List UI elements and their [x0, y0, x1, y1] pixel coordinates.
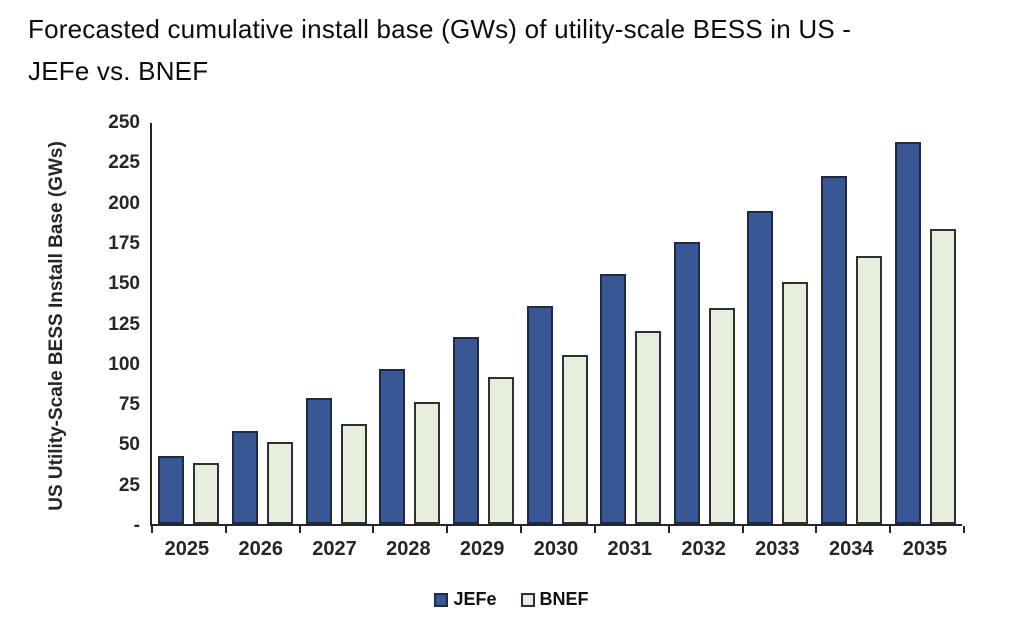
y-axis-tick-labels: - 25 50 75 100 125 150 175 200 225 250: [0, 112, 140, 536]
bar-jefe-2028: [379, 369, 406, 524]
legend-entry-bnef: BNEF: [520, 589, 589, 610]
legend-label-jefe: JEFe: [453, 589, 497, 609]
bar-jefe-2031: [600, 274, 627, 524]
bar-jefe-2026: [231, 430, 258, 524]
bar-jefe-2035: [894, 141, 921, 524]
x-label-2031: 2031: [607, 538, 653, 560]
bar-group-2030: [520, 123, 594, 524]
legend-swatch-jefe-icon: [434, 592, 449, 607]
x-axis-tick: [593, 526, 596, 533]
y-tick-label-175: 175: [108, 232, 140, 254]
x-label-2026: 2026: [238, 538, 283, 560]
bar-bnef-2025: [193, 462, 220, 524]
bar-group-2033: [741, 123, 815, 524]
y-tick-label-25: 25: [118, 474, 140, 496]
legend-label-bnef: BNEF: [539, 589, 589, 609]
x-axis-tick: [741, 526, 744, 533]
bar-jefe-2032: [673, 241, 700, 524]
x-label-2035: 2035: [902, 538, 948, 560]
chart-title-line-1: Forecasted cumulative install base (GWs)…: [28, 14, 852, 44]
bar-group-2025: [152, 123, 226, 524]
chart-title-line-2: JEFe vs. BNEF: [28, 56, 209, 87]
bar-group-2028: [373, 123, 447, 524]
x-axis-tick: [667, 526, 670, 533]
x-axis-tick: [151, 526, 153, 533]
y-tick-label-250: 250: [108, 112, 140, 133]
chart-title: Forecasted cumulative install base (GWs)…: [28, 8, 978, 92]
bar-group-2027: [299, 123, 373, 524]
x-axis-tick: [224, 526, 227, 533]
x-axis-tick: [889, 526, 892, 533]
bar-bnef-2033: [782, 282, 809, 524]
bar-group-2035: [888, 123, 962, 524]
bar-bnef-2027: [340, 424, 367, 524]
x-axis-tick: [520, 526, 523, 533]
bar-group-2031: [594, 123, 668, 524]
y-tick-label-75: 75: [118, 394, 140, 416]
bar-jefe-2030: [526, 306, 553, 524]
y-tick-label-0: -: [133, 515, 140, 536]
bar-bnef-2029: [487, 377, 514, 524]
y-tick-label-200: 200: [108, 192, 140, 214]
y-tick-label-225: 225: [108, 152, 140, 174]
plot-area: [150, 123, 965, 533]
bar-bnef-2035: [929, 229, 956, 524]
bar-bnef-2034: [856, 256, 883, 524]
bar-group-2032: [667, 123, 741, 524]
bar-jefe-2034: [821, 175, 848, 524]
bar-jefe-2033: [747, 211, 774, 524]
x-label-2027: 2027: [312, 538, 357, 560]
bar-group-2034: [815, 123, 889, 524]
bar-jefe-2029: [452, 337, 479, 524]
y-tick-label-50: 50: [118, 434, 140, 456]
y-tick-label-125: 125: [108, 313, 140, 335]
legend-swatch-bnef-icon: [520, 592, 535, 607]
bar-group-2026: [226, 123, 300, 524]
x-axis-tick: [815, 526, 818, 533]
x-axis-tick: [446, 526, 449, 533]
legend: JEFe BNEF: [0, 589, 1023, 610]
bar-jefe-2025: [158, 456, 185, 524]
y-tick-label-150: 150: [108, 273, 140, 295]
x-label-2025: 2025: [164, 538, 210, 560]
bar-bnef-2031: [635, 330, 662, 524]
bar-bnef-2026: [266, 441, 293, 524]
x-label-2032: 2032: [681, 538, 726, 560]
bar-bnef-2028: [414, 401, 441, 524]
bar-jefe-2027: [305, 398, 332, 524]
bar-group-2029: [447, 123, 521, 524]
bar-bnef-2030: [561, 354, 588, 524]
x-label-2030: 2030: [533, 538, 579, 560]
x-axis-tick: [372, 526, 375, 533]
x-label-2034: 2034: [828, 538, 874, 560]
x-axis-labels: 2025 2026 2027 2028 2029 2030 2031 2032 2033 2034…: [150, 538, 962, 561]
x-label-2029: 2029: [459, 538, 505, 560]
y-tick-label-100: 100: [108, 353, 140, 375]
x-label-2033: 2033: [755, 538, 800, 560]
x-axis-tick: [963, 526, 965, 533]
legend-entry-jefe: JEFe: [434, 589, 497, 610]
bar-bnef-2032: [708, 308, 735, 524]
x-axis-tick: [298, 526, 301, 533]
x-label-2028: 2028: [386, 538, 431, 560]
